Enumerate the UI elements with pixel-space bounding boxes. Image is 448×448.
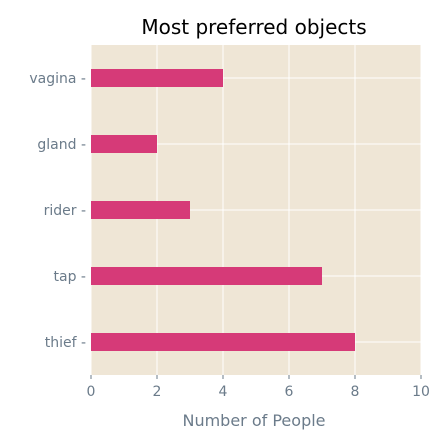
x-tick-label: 0 bbox=[87, 384, 96, 400]
y-tick-label: tap - bbox=[54, 269, 86, 285]
y-axis: thief - tap - rider - gland - vagina - bbox=[29, 71, 86, 351]
bar-rider bbox=[91, 201, 190, 219]
x-axis-label: Number of People bbox=[182, 411, 325, 430]
bar-tap bbox=[91, 267, 322, 285]
bar-vagina bbox=[91, 69, 223, 87]
x-tick-label: 6 bbox=[285, 384, 294, 400]
x-tick-label: 2 bbox=[153, 384, 162, 400]
x-tick-label: 10 bbox=[412, 384, 430, 400]
y-tick-label: thief - bbox=[45, 335, 86, 351]
bars bbox=[91, 69, 355, 351]
x-tick-label: 4 bbox=[219, 384, 228, 400]
x-axis: 0 2 4 6 8 10 bbox=[87, 375, 430, 400]
y-tick-label: gland - bbox=[37, 137, 86, 153]
bar-thief bbox=[91, 333, 355, 351]
bar-gland bbox=[91, 135, 157, 153]
chart-title: Most preferred objects bbox=[141, 15, 366, 39]
y-tick-label: rider - bbox=[44, 203, 86, 219]
x-tick-label: 8 bbox=[351, 384, 360, 400]
y-tick-label: vagina - bbox=[29, 71, 86, 87]
